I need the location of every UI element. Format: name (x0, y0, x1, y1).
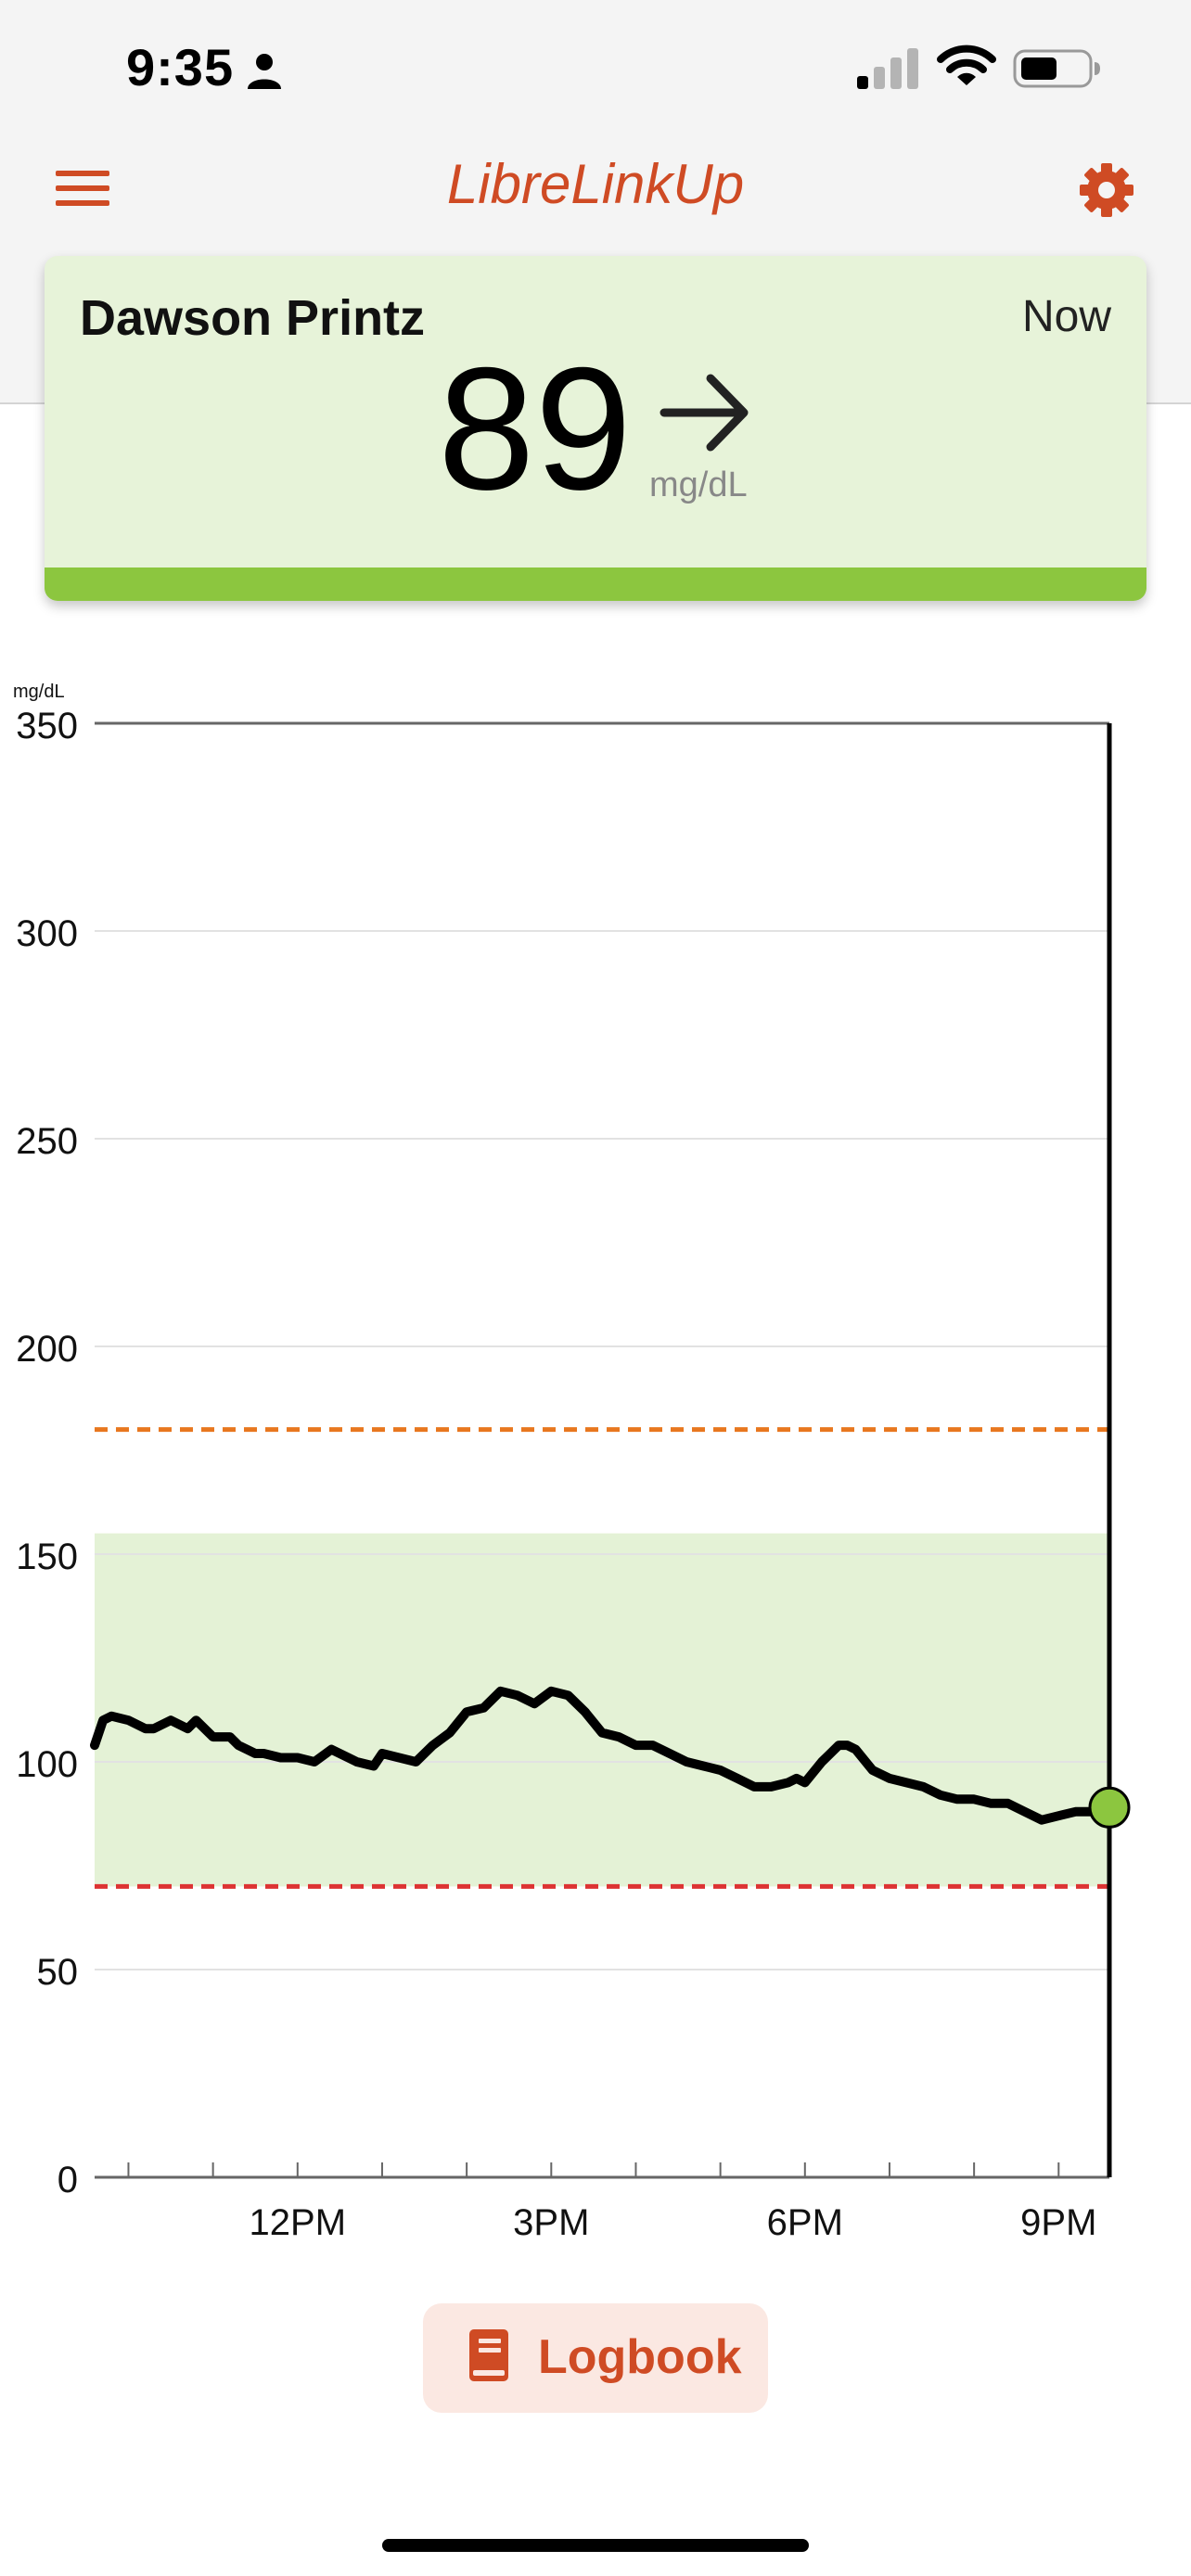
logbook-label: Logbook (538, 2330, 742, 2384)
x-tick-label: 9PM (1020, 2202, 1096, 2243)
patient-name: Dawson Printz (80, 290, 426, 346)
y-tick-label: 350 (16, 706, 78, 746)
current-value-marker (1088, 1786, 1131, 1829)
reading-time: Now (1021, 292, 1111, 341)
gear-icon[interactable] (1078, 161, 1135, 219)
arrow-right-icon (660, 374, 749, 452)
y-tick-label: 150 (16, 1537, 78, 1577)
app-title: LibreLinkUp (446, 153, 745, 215)
hamburger-menu-icon[interactable] (56, 167, 113, 211)
glucose-chart: 350 300 250 200 150 100 50 0 mg/dL 12PM 3PM 6PM 9PM (13, 682, 1131, 2243)
home-indicator[interactable] (382, 2539, 809, 2552)
y-axis-label: mg/dL (13, 682, 65, 702)
logbook-button[interactable]: Logbook (423, 2303, 768, 2413)
target-range-band (95, 1533, 1109, 1887)
y-tick-label: 100 (16, 1744, 78, 1785)
glucose-series-line (90, 1686, 1114, 1825)
content-area (0, 404, 1191, 2576)
status-time: 9:35 (126, 38, 235, 96)
book-icon (469, 2329, 508, 2381)
y-tick-label: 200 (16, 1329, 78, 1370)
x-tick-label: 12PM (250, 2202, 347, 2243)
y-tick-label: 300 (16, 913, 78, 954)
cellular-signal-icon (857, 48, 918, 89)
y-tick-label: 50 (37, 1952, 79, 1993)
wifi-icon (937, 45, 996, 85)
patient-glucose-card[interactable]: Dawson Printz Now 89 mg/dL (45, 256, 1146, 601)
y-tick-label: 0 (58, 2160, 78, 2200)
x-tick-label: 3PM (513, 2202, 589, 2243)
y-tick-label: 250 (16, 1121, 78, 1162)
glucose-unit: mg/dL (649, 465, 748, 504)
status-bar-indicator (45, 567, 1146, 601)
person-icon (248, 54, 281, 89)
x-tick-label: 6PM (767, 2202, 843, 2243)
battery-icon (1013, 49, 1100, 88)
glucose-value: 89 (438, 331, 633, 526)
